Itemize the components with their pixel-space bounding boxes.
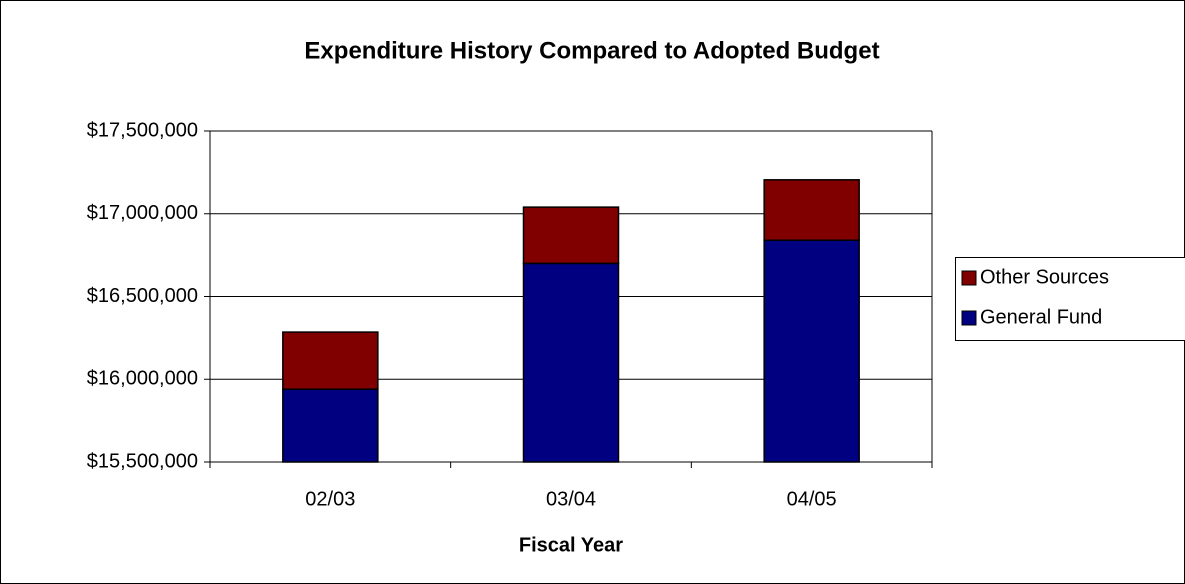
bar-segment (282, 388, 379, 463)
chart-title: Expenditure History Compared to Adopted … (304, 37, 879, 64)
bar-segment (282, 331, 379, 390)
y-tick-label: $16,500,000 (87, 285, 198, 307)
x-tick-label: 04/05 (787, 488, 837, 510)
bar-segment (763, 239, 860, 463)
x-tick-label: 03/04 (546, 488, 596, 510)
bar-segment (763, 179, 860, 241)
legend-box (955, 257, 1185, 341)
x-tick-label: 02/03 (305, 488, 355, 510)
y-tick-label: $17,500,000 (87, 119, 198, 141)
legend-label: Other Sources (980, 266, 1109, 288)
bar-segment (522, 262, 620, 463)
y-tick-label: $17,000,000 (87, 202, 198, 224)
y-tick-label: $16,000,000 (87, 368, 198, 390)
legend-label: General Fund (980, 306, 1102, 328)
legend-swatch (961, 270, 977, 286)
y-tick-label: $15,500,000 (87, 450, 198, 472)
bar-segment (522, 206, 620, 265)
legend-swatch (961, 310, 977, 326)
x-axis-title: Fiscal Year (519, 534, 623, 556)
